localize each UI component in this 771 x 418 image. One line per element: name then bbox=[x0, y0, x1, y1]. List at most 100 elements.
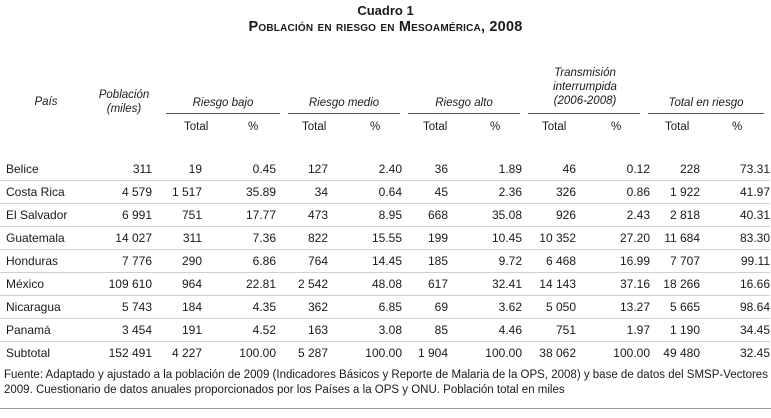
cell-medio-total: 5 287 bbox=[297, 346, 328, 360]
group-rule-bajo bbox=[166, 113, 280, 114]
cell-trans-total: 751 bbox=[522, 318, 576, 342]
cell-medio-total: 2 542 bbox=[276, 272, 328, 296]
cell-riesgo-total: 5 665 bbox=[650, 295, 700, 319]
table-body: Belice 311 19 0.45 127 2.40 36 1.89 46 0.12 228 73.… bbox=[0, 158, 770, 364]
cell-bajo-pct: 22.81 bbox=[202, 272, 276, 296]
table-row: El Salvador 6 991 751 17.77 473 8.95 668 35.08 9… bbox=[0, 203, 770, 227]
cell-riesgo-pct: 40.31 bbox=[700, 203, 770, 227]
cell-trans-total: 326 bbox=[522, 180, 576, 204]
cell-trans-pct: 100.00 bbox=[613, 346, 650, 360]
table-row: Belice 311 19 0.45 127 2.40 36 1.89 46 0.12 228 73.… bbox=[0, 158, 770, 181]
subheader-pct: % bbox=[611, 121, 622, 133]
cell-medio-total: 163 bbox=[276, 318, 328, 342]
cell-bajo-total: 191 bbox=[152, 318, 202, 342]
cell-poblacion: 311 bbox=[92, 158, 152, 181]
header-transmision: Transmisión interrumpida (2006-2008) bbox=[553, 67, 617, 107]
cell-medio-pct: 48.08 bbox=[328, 272, 402, 296]
cell-medio-pct: 8.95 bbox=[328, 203, 402, 227]
cell-alto-total: 69 bbox=[402, 295, 448, 319]
cell-bajo-total: 4 227 bbox=[171, 346, 202, 360]
cell-medio-total: 473 bbox=[276, 203, 328, 227]
header-pais: País bbox=[34, 96, 58, 108]
cell-pais: México bbox=[0, 272, 92, 296]
cell-medio-pct: 100.00 bbox=[365, 346, 402, 360]
cell-alto-total: 199 bbox=[402, 226, 448, 250]
cell-alto-pct: 2.36 bbox=[448, 180, 522, 204]
group-rule-medio bbox=[288, 113, 400, 114]
table-number: Cuadro 1 bbox=[357, 3, 414, 18]
cell-alto-pct: 4.46 bbox=[448, 318, 522, 342]
cell-alto-total: 617 bbox=[402, 272, 448, 296]
cell-trans-pct: 2.43 bbox=[576, 203, 650, 227]
cell-riesgo-total: 1 922 bbox=[650, 180, 700, 204]
cell-alto-total: 185 bbox=[402, 249, 448, 273]
subheader-total: Total bbox=[665, 121, 690, 133]
subheader-pct: % bbox=[490, 121, 501, 133]
cell-bajo-pct: 4.35 bbox=[202, 295, 276, 319]
cell-trans-total: 10 352 bbox=[522, 226, 576, 250]
cell-trans-pct: 1.97 bbox=[576, 318, 650, 342]
subheader-total: Total bbox=[184, 121, 209, 133]
group-rule-total bbox=[648, 113, 764, 114]
cell-riesgo-total: 18 266 bbox=[650, 272, 700, 296]
cell-medio-total: 362 bbox=[276, 295, 328, 319]
cell-bajo-pct: 35.89 bbox=[202, 180, 276, 204]
table-row: Guatemala 14 027 311 7.36 822 15.55 199 10.45 10… bbox=[0, 226, 770, 250]
cell-bajo-total: 1 517 bbox=[152, 180, 202, 204]
group-rule-alto bbox=[408, 113, 520, 114]
cell-medio-total: 127 bbox=[276, 158, 328, 181]
cell-medio-pct: 14.45 bbox=[328, 249, 402, 273]
table-row: Honduras 7 776 290 6.86 764 14.45 185 9.72 6 468… bbox=[0, 249, 770, 273]
cell-trans-total: 5 050 bbox=[522, 295, 576, 319]
cell-pais: Panamá bbox=[0, 318, 92, 342]
cell-bajo-total: 290 bbox=[152, 249, 202, 273]
cell-medio-pct: 15.55 bbox=[328, 226, 402, 250]
cell-bajo-total: 184 bbox=[152, 295, 202, 319]
table-row: Nicaragua 5 743 184 4.35 362 6.85 69 3.62 5 050 1… bbox=[0, 295, 770, 319]
cell-medio-pct: 2.40 bbox=[328, 158, 402, 181]
cell-riesgo-pct: 41.97 bbox=[700, 180, 770, 204]
cell-pais: El Salvador bbox=[0, 203, 92, 227]
cell-trans-pct: 0.86 bbox=[576, 180, 650, 204]
cell-medio-pct: 3.08 bbox=[328, 318, 402, 342]
cell-pais: Subtotal bbox=[6, 346, 51, 360]
cell-poblacion: 109 610 bbox=[92, 272, 152, 296]
cell-medio-pct: 0.64 bbox=[328, 180, 402, 204]
subtotal-row: Subtotal 152 491 4 227 100.00 5 287 100.00 1 9… bbox=[0, 342, 770, 365]
cell-riesgo-pct: 98.64 bbox=[700, 295, 770, 319]
population-table: Belice 311 19 0.45 127 2.40 36 1.89 46 0.12 228 73.… bbox=[0, 158, 770, 364]
cell-poblacion: 6 991 bbox=[92, 203, 152, 227]
table-row: Costa Rica 4 579 1 517 35.89 34 0.64 45 2.36 326… bbox=[0, 180, 770, 204]
subheader-pct: % bbox=[248, 121, 259, 133]
cell-poblacion: 3 454 bbox=[92, 318, 152, 342]
cell-alto-pct: 1.89 bbox=[448, 158, 522, 181]
cell-riesgo-pct: 34.45 bbox=[700, 318, 770, 342]
cell-trans-total: 46 bbox=[522, 158, 576, 181]
cell-medio-pct: 6.85 bbox=[328, 295, 402, 319]
cell-riesgo-total: 2 818 bbox=[650, 203, 700, 227]
cell-riesgo-pct: 73.31 bbox=[700, 158, 770, 181]
group-rule-transmision bbox=[528, 113, 640, 114]
table-row: México 109 610 964 22.81 2 542 48.08 617 32.41 1… bbox=[0, 272, 770, 296]
cell-riesgo-pct: 32.45 bbox=[739, 346, 770, 360]
header-riesgo-alto: Riesgo alto bbox=[435, 97, 493, 109]
cell-trans-pct: 0.12 bbox=[576, 158, 650, 181]
cell-pais: Honduras bbox=[0, 249, 92, 273]
cell-alto-total: 1 904 bbox=[417, 346, 448, 360]
cell-poblacion: 152 491 bbox=[108, 346, 152, 360]
cell-alto-total: 36 bbox=[402, 158, 448, 181]
cell-trans-pct: 16.99 bbox=[576, 249, 650, 273]
header-riesgo-medio: Riesgo medio bbox=[308, 97, 380, 109]
subheader-total: Total bbox=[423, 121, 448, 133]
cell-bajo-total: 964 bbox=[152, 272, 202, 296]
cell-pais: Nicaragua bbox=[0, 295, 92, 319]
cell-trans-total: 6 468 bbox=[522, 249, 576, 273]
cell-pais: Belice bbox=[0, 158, 92, 181]
cell-pais: Guatemala bbox=[0, 226, 92, 250]
cell-trans-pct: 13.27 bbox=[576, 295, 650, 319]
subheader-total: Total bbox=[542, 121, 567, 133]
header-poblacion: Población (miles) bbox=[98, 89, 150, 115]
cell-riesgo-total: 1 190 bbox=[650, 318, 700, 342]
header-riesgo-bajo: Riesgo bajo bbox=[192, 97, 254, 109]
cell-trans-total: 926 bbox=[522, 203, 576, 227]
